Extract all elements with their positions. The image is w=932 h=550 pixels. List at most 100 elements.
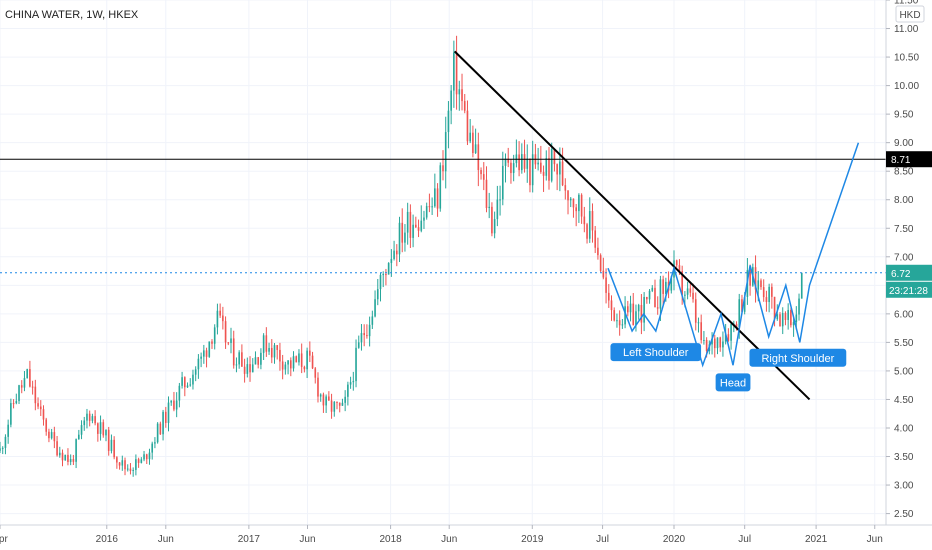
candle-body bbox=[151, 443, 154, 453]
candle-body bbox=[15, 401, 18, 404]
x-tick-label: Jun bbox=[441, 534, 457, 545]
candle-body bbox=[678, 265, 681, 271]
y-tick-label: 2.50 bbox=[894, 509, 914, 520]
current-price-label: 6.72 bbox=[891, 269, 911, 280]
candle-body bbox=[355, 347, 357, 382]
candle-body bbox=[328, 396, 330, 401]
candle-body bbox=[406, 211, 409, 233]
candle-body bbox=[776, 314, 779, 320]
candle-body bbox=[635, 311, 637, 326]
candle-body bbox=[743, 296, 746, 312]
candle-body bbox=[281, 361, 284, 370]
candle-body bbox=[26, 369, 28, 379]
chart-title: CHINA WATER, 1W, HKEX bbox=[5, 9, 139, 21]
candle-body bbox=[434, 188, 436, 207]
candle-body bbox=[148, 452, 151, 460]
candle-body bbox=[347, 384, 349, 397]
y-tick-label: 11.00 bbox=[894, 24, 919, 35]
candle-body bbox=[1, 447, 4, 449]
y-tick-label: 9.50 bbox=[894, 110, 914, 121]
candle-body bbox=[624, 306, 626, 325]
candle-body bbox=[507, 158, 510, 163]
candle-body bbox=[787, 309, 789, 320]
y-tick-label: 6.00 bbox=[894, 309, 914, 320]
candle-body bbox=[480, 170, 482, 175]
candle-body bbox=[170, 400, 173, 403]
candle-body bbox=[431, 206, 433, 208]
candle-body bbox=[504, 158, 507, 166]
candle-body bbox=[463, 101, 466, 111]
candle-body bbox=[18, 385, 20, 402]
candle-body bbox=[284, 364, 287, 370]
candle-body bbox=[510, 162, 512, 174]
x-tick-label: Apr bbox=[0, 534, 8, 545]
candle-body bbox=[594, 230, 597, 248]
candle-body bbox=[306, 350, 308, 370]
candle-body bbox=[722, 341, 724, 348]
candle-body bbox=[10, 403, 12, 425]
candle-body bbox=[523, 154, 526, 169]
candle-body bbox=[121, 460, 124, 466]
candle-body bbox=[222, 315, 224, 322]
candle-body bbox=[4, 436, 7, 448]
candle-body bbox=[330, 400, 333, 412]
candle-body bbox=[53, 432, 56, 442]
candle-body bbox=[398, 222, 401, 255]
candle-body bbox=[640, 305, 643, 323]
y-tick-label: 10.00 bbox=[894, 81, 919, 92]
y-tick-label: 4.50 bbox=[894, 395, 914, 406]
candle-body bbox=[643, 296, 645, 323]
candle-body bbox=[586, 224, 588, 239]
candles bbox=[0, 35, 803, 477]
candle-body bbox=[496, 199, 499, 220]
candle-body bbox=[118, 462, 121, 466]
candle-body bbox=[268, 347, 270, 352]
candle-body bbox=[621, 324, 624, 326]
candle-body bbox=[368, 324, 371, 337]
candle-body bbox=[48, 431, 50, 439]
candle-body bbox=[213, 327, 216, 344]
candle-body bbox=[730, 324, 732, 341]
candle-body bbox=[501, 165, 504, 200]
candle-body bbox=[588, 211, 591, 239]
candle-body bbox=[186, 385, 189, 388]
candle-body bbox=[0, 448, 1, 451]
y-tick-label: 7.00 bbox=[894, 252, 914, 263]
candle-body bbox=[273, 345, 276, 358]
candle-body bbox=[387, 263, 390, 275]
candle-body bbox=[597, 247, 599, 256]
candle-body bbox=[800, 272, 803, 299]
y-tick-label: 9.00 bbox=[894, 138, 914, 149]
candle-body bbox=[203, 350, 205, 357]
candle-body bbox=[124, 460, 126, 470]
candle-body bbox=[784, 312, 787, 320]
candle-body bbox=[423, 217, 425, 221]
candle-body bbox=[757, 280, 760, 290]
candle-body bbox=[243, 366, 246, 374]
candle-body bbox=[249, 364, 251, 373]
candle-body bbox=[262, 335, 265, 353]
candle-body bbox=[724, 334, 727, 342]
candle-body bbox=[559, 161, 561, 175]
candle-body bbox=[491, 206, 493, 234]
candle-body bbox=[711, 338, 713, 345]
candle-body bbox=[477, 144, 480, 171]
candle-body bbox=[39, 406, 42, 410]
countdown-tag bbox=[886, 281, 932, 298]
currency-badge[interactable]: HKD bbox=[895, 5, 925, 23]
candle-body bbox=[741, 299, 743, 312]
candle-body bbox=[472, 132, 474, 154]
candle-body bbox=[607, 292, 610, 301]
current-price-tag bbox=[886, 264, 932, 281]
candle-body bbox=[107, 429, 110, 451]
x-tick-label: 2017 bbox=[238, 534, 261, 545]
resistance-price-tag bbox=[886, 151, 932, 168]
candle-body bbox=[173, 400, 175, 410]
candle-body bbox=[279, 349, 281, 362]
candle-body bbox=[499, 199, 501, 201]
left-shoulder-label: Left Shoulder bbox=[623, 347, 689, 359]
candle-body bbox=[238, 352, 240, 365]
x-tick-label: 2018 bbox=[379, 534, 402, 545]
candle-body bbox=[154, 442, 156, 444]
